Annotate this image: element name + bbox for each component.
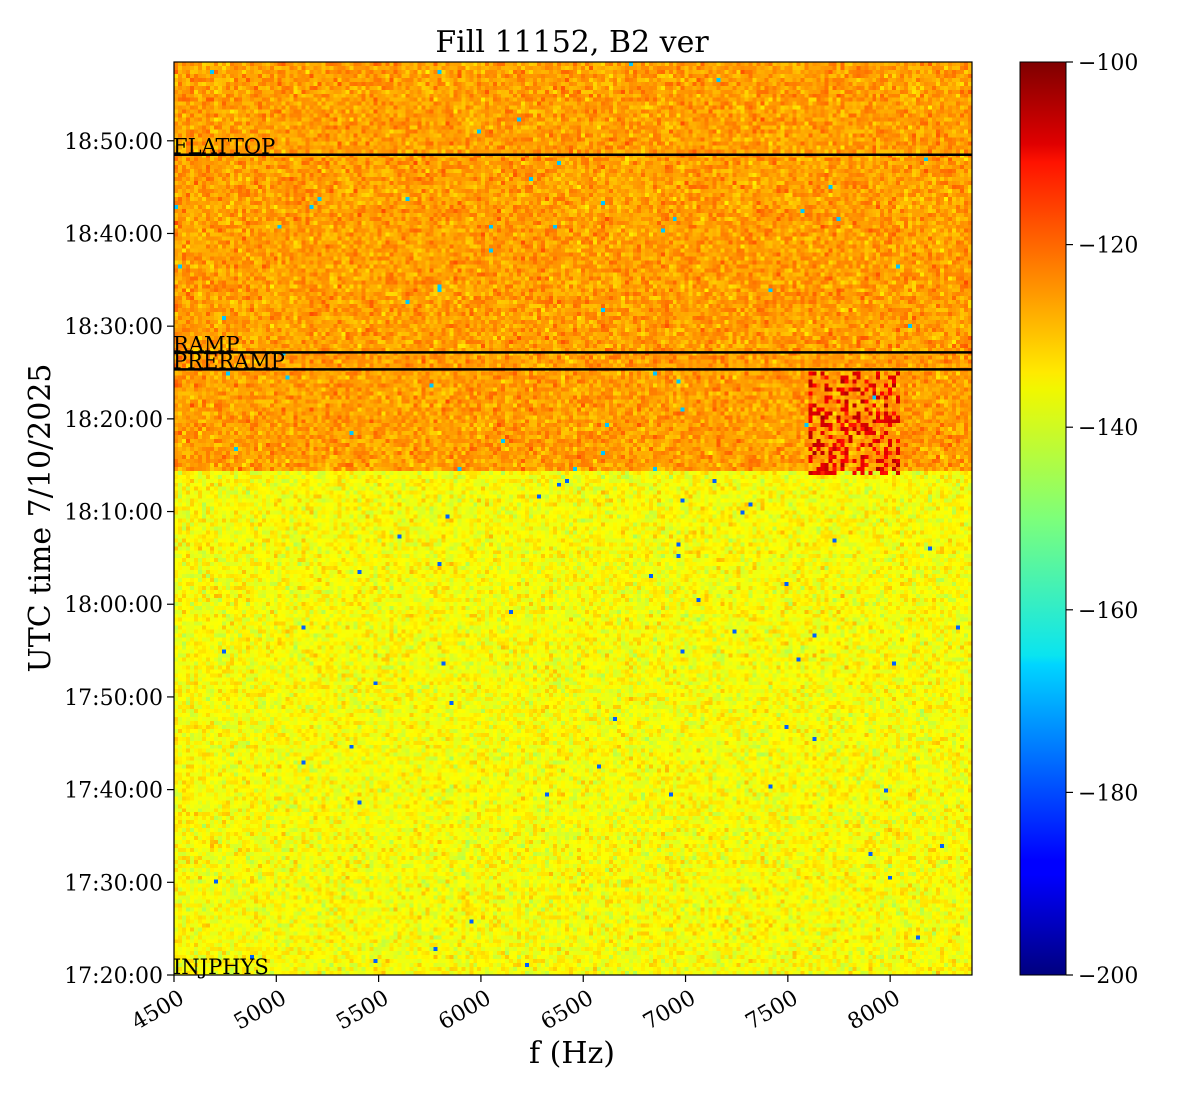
colorbar-tick-label: −180: [1078, 781, 1138, 806]
event-label: PRERAMP: [173, 349, 285, 373]
x-tick-label: 5000: [230, 986, 291, 1036]
y-tick-label: 18:50:00: [64, 130, 163, 155]
colorbar-ticks: −100 −120 −140 −160 −180 −200: [1066, 51, 1138, 989]
colorbar-tick-label: −160: [1078, 599, 1138, 624]
colorbar-gradient: [1019, 61, 1067, 976]
heatmap-raster: [174, 62, 972, 975]
event-lines: [174, 153, 972, 371]
event-label: FLATTOP: [173, 135, 275, 159]
heatmap-cells: [174, 62, 972, 975]
plot-frame: [173, 61, 973, 976]
x-tick-label: 7000: [639, 986, 700, 1036]
chart-title: Fill 11152, B2 ver: [435, 25, 709, 60]
colorbar-tick-label: −200: [1078, 964, 1138, 989]
x-tick-label: 7500: [741, 986, 802, 1036]
y-tick-label: 18:30:00: [64, 315, 163, 340]
event-label: RAMP: [173, 332, 240, 356]
x-axis-label: f (Hz): [529, 1036, 615, 1071]
y-tick-label: 17:40:00: [64, 779, 163, 804]
colorbar: −100 −120 −140 −160 −180 −200: [1019, 51, 1138, 989]
y-axis-label: UTC time 7/10/2025: [23, 364, 58, 673]
y-tick-label: 17:20:00: [64, 964, 163, 989]
plot-area: [174, 62, 972, 975]
x-tick-label: 8000: [844, 986, 905, 1036]
y-tick-label: 18:40:00: [64, 222, 163, 247]
x-tick-label: 6500: [537, 986, 598, 1036]
x-tick-label: 4500: [128, 986, 189, 1036]
x-tick-label: 6000: [435, 986, 496, 1036]
y-tick-label: 18:20:00: [64, 408, 163, 433]
y-tick-label: 17:50:00: [64, 686, 163, 711]
colorbar-tick-label: −140: [1078, 416, 1138, 441]
x-axis-ticks: 4500 5000 5500 6000 6500 7000 7500 8000: [128, 975, 905, 1035]
colorbar-tick-label: −120: [1078, 234, 1138, 259]
y-tick-label: 17:30:00: [64, 871, 163, 896]
x-tick-label: 5500: [332, 986, 393, 1036]
colorbar-tick-label: −100: [1078, 51, 1138, 76]
y-axis-ticks: 17:20:00 17:30:00 17:40:00 17:50:00 18:00:00…: [64, 130, 174, 989]
y-tick-label: 18:10:00: [64, 501, 163, 526]
y-tick-label: 18:00:00: [64, 593, 163, 618]
